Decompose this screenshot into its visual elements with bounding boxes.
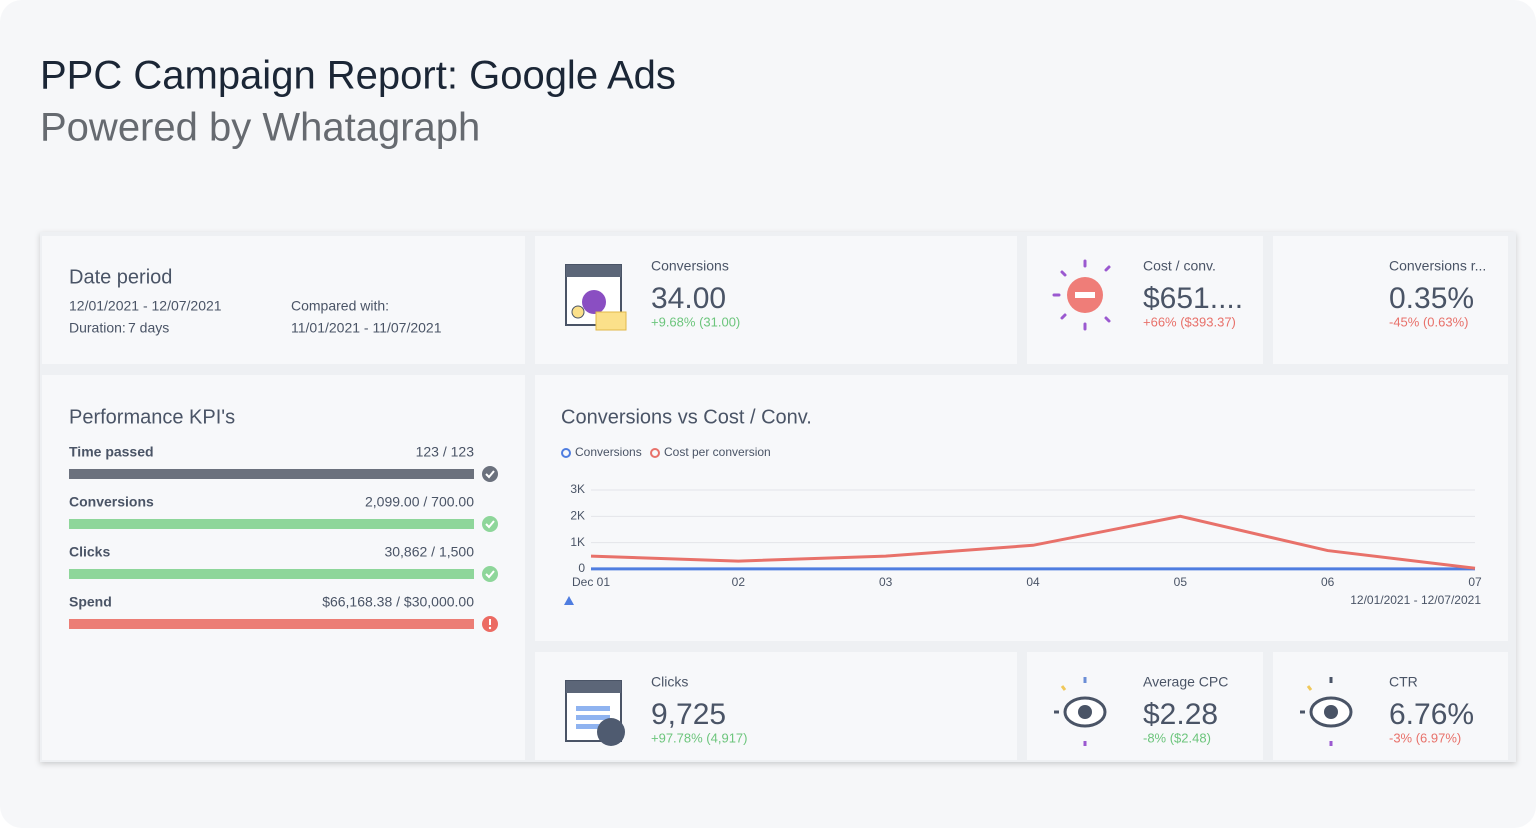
kpi-value: 30,862 / 1,500 <box>384 544 474 560</box>
metric-value: 9,725 <box>651 698 726 731</box>
clicks-icon <box>565 680 625 746</box>
metric-label: Cost / conv. <box>1143 258 1216 274</box>
page-title: PPC Campaign Report: Google Ads <box>40 54 676 98</box>
card <box>1273 236 1508 364</box>
x-tick-label: Dec 01 <box>572 575 610 589</box>
metric-value: $651.... <box>1143 282 1243 315</box>
ads-logo <box>564 596 574 605</box>
metric-change: +66% ($393.37) <box>1143 314 1236 329</box>
metric-label: Clicks <box>651 674 688 690</box>
kpi-status-mark <box>488 626 492 630</box>
kpi-bar <box>69 619 474 629</box>
kpi-status-mark <box>485 570 495 579</box>
card <box>42 236 525 364</box>
kpi-status-mark <box>485 520 495 529</box>
x-tick-label: 02 <box>732 575 746 589</box>
kpi-bar <box>69 519 474 529</box>
card-title: Date period <box>69 266 172 288</box>
kpi-bar <box>69 469 474 479</box>
metric-label: Average CPC <box>1143 674 1228 690</box>
metric-label: Conversions <box>651 258 729 274</box>
kpi-value: 123 / 123 <box>416 444 475 460</box>
metric-change: +97.78% (4,917) <box>651 730 747 745</box>
kpi-status-icon <box>482 516 498 532</box>
kpi-value: $66,168.38 / $30,000.00 <box>322 594 474 610</box>
y-tick-label: 0 <box>578 561 585 575</box>
kpi-label: Conversions <box>69 494 154 510</box>
chart-title: Conversions vs Cost / Conv. <box>561 406 812 428</box>
kpi-value: 2,099.00 / 700.00 <box>365 494 474 510</box>
metric-change: -8% ($2.48) <box>1143 730 1211 745</box>
chart-date-range: 12/01/2021 - 12/07/2021 <box>1350 593 1481 607</box>
x-tick-label: 06 <box>1321 575 1335 589</box>
x-tick-label: 05 <box>1174 575 1188 589</box>
page-subtitle: Powered by Whatagraph <box>40 106 480 150</box>
kpi-label: Clicks <box>69 544 110 560</box>
metric-change: +9.68% (31.00) <box>651 314 740 329</box>
duration-label: Duration: <box>69 320 126 336</box>
metric-value: 6.76% <box>1389 698 1474 731</box>
cpc-icon <box>1054 677 1107 746</box>
duration: 7 days <box>128 320 169 336</box>
legend-marker <box>650 448 660 458</box>
ctr-icon <box>1300 677 1353 746</box>
metric-value: $2.28 <box>1143 698 1218 731</box>
y-tick-label: 3K <box>570 482 585 496</box>
y-tick-label: 2K <box>570 509 585 523</box>
kpi-label: Spend <box>69 594 112 610</box>
metric-label: Conversions r... <box>1389 258 1486 274</box>
cards <box>42 236 1508 760</box>
conversions-icon <box>565 264 627 331</box>
kpi-bar <box>69 569 474 579</box>
kpi-status-icon <box>482 466 498 482</box>
x-tick-label: 07 <box>1468 575 1482 589</box>
kpi-label: Time passed <box>69 444 154 460</box>
y-tick-label: 1K <box>570 535 585 549</box>
series-line <box>590 514 1476 570</box>
cost-icon <box>1052 259 1111 331</box>
legend-label: Conversions <box>575 445 642 459</box>
metric-value: 34.00 <box>651 282 726 315</box>
date-range: 12/01/2021 - 12/07/2021 <box>69 298 222 314</box>
compared-label: Compared with: <box>291 298 389 314</box>
metric-change: -3% (6.97%) <box>1389 730 1461 745</box>
legend-label: Cost per conversion <box>664 445 771 459</box>
card <box>535 375 1508 641</box>
x-tick-label: 03 <box>879 575 893 589</box>
compared-range: 11/01/2021 - 11/07/2021 <box>291 320 442 336</box>
x-tick-label: 04 <box>1026 575 1040 589</box>
kpi-status-icon <box>482 566 498 582</box>
metric-change: -45% (0.63%) <box>1389 314 1468 329</box>
card <box>42 375 525 760</box>
kpi-status-mark <box>485 470 495 479</box>
legend-marker <box>561 448 571 458</box>
metric-label: CTR <box>1389 674 1418 690</box>
metric-value: 0.35% <box>1389 282 1474 315</box>
card-title: Performance KPI's <box>69 406 235 428</box>
card <box>1027 236 1263 364</box>
